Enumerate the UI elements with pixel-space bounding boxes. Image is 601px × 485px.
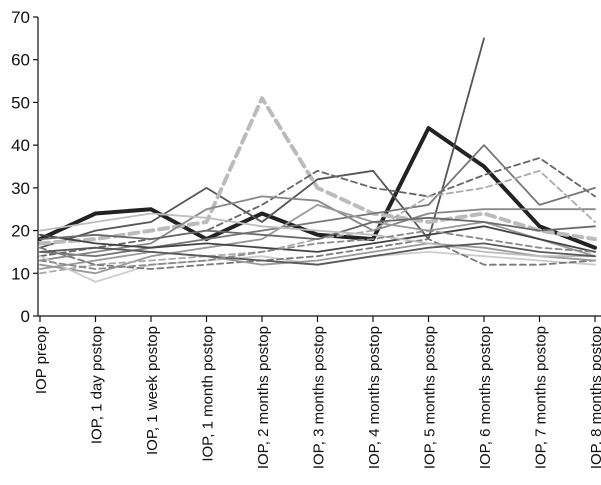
y-tick-label: 50 [11,93,30,112]
x-tick-label: IOP, 3 months postop [311,326,328,469]
y-tick-label: 20 [11,222,30,241]
x-tick-label: IOP, 1 month postop [200,326,217,462]
x-tick-label: IOP preop [33,326,50,394]
y-tick-label: 60 [11,51,30,70]
x-tick-label: IOP, 5 months postop [422,326,439,469]
y-tick-label: 70 [11,8,30,27]
series-line-3 [38,96,597,246]
series-line-13 [39,216,596,240]
y-tick-label: 40 [11,136,30,155]
y-tick-label: 10 [11,264,30,283]
series-line-11 [39,238,596,270]
x-tick-label: IOP, 8 months postop [588,326,601,469]
y-tick-label: 30 [11,179,30,198]
series-line-6 [39,195,596,262]
x-tick-label: IOP, 2 months postop [255,326,272,469]
series-line-15 [39,242,596,266]
y-axis-ticks: 0 10 20 30 40 50 60 70 [11,8,38,326]
x-axis-ticks: IOP preop IOP, 1 day postop IOP, 1 week po… [33,316,601,469]
series-line-14 [39,212,596,258]
axes [37,17,601,317]
series-line-4 [39,157,596,258]
series-layer [38,37,597,283]
x-tick-label: IOP, 7 months postop [533,326,550,469]
x-tick-label: IOP, 1 day postop [89,326,106,444]
x-tick-label: IOP, 1 week postop [144,326,161,455]
series-line-1 [38,126,597,250]
series-line-9 [39,225,596,253]
x-tick-label: IOP, 6 months postop [477,326,494,469]
series-line-16 [39,229,596,270]
y-tick-label: 0 [21,307,30,326]
series-line-12 [39,242,596,270]
series-line-2 [39,37,485,249]
x-tick-label: IOP, 4 months postop [366,326,383,469]
